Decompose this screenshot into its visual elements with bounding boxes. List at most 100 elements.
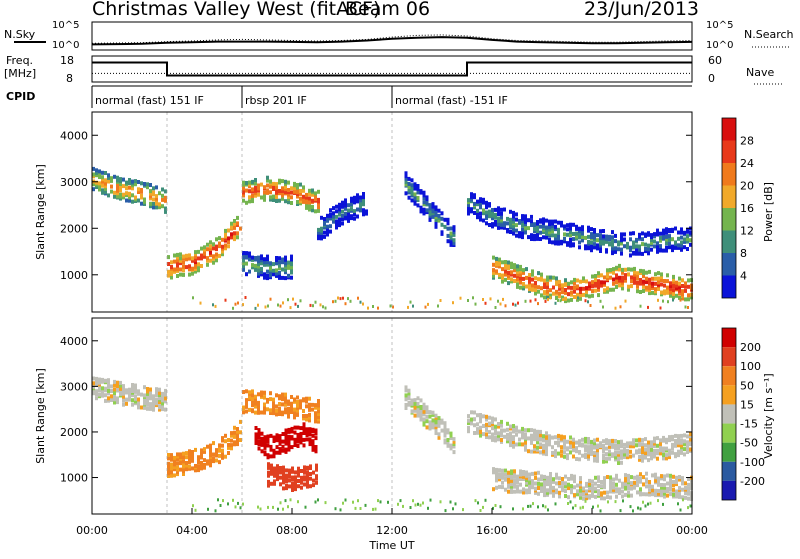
- cell-8: [669, 293, 672, 298]
- cell-7: [564, 278, 567, 283]
- cell-7: [498, 275, 501, 279]
- cell-7: [522, 487, 525, 492]
- cell-6: [545, 442, 548, 447]
- cell-7: [510, 484, 513, 489]
- cell-7: [594, 475, 597, 480]
- cell-6: [626, 444, 629, 448]
- cell-7: [540, 275, 543, 280]
- cell-6: [572, 454, 575, 459]
- cell-6: [593, 438, 596, 443]
- cell-0: [128, 181, 131, 186]
- cell-1: [239, 430, 242, 435]
- cell-8: [645, 270, 648, 275]
- cell-1: [200, 246, 203, 251]
- cell-6: [668, 438, 671, 443]
- ground-cell: [452, 301, 454, 305]
- cell-7: [648, 482, 651, 487]
- cell-7: [507, 264, 510, 269]
- cell-6: [665, 237, 668, 242]
- cell-1: [173, 465, 176, 470]
- cell-3: [260, 449, 264, 454]
- cell-1: [197, 264, 200, 269]
- cell-3: [272, 268, 275, 273]
- cell-1: [170, 453, 173, 458]
- cell-7: [627, 478, 630, 483]
- cell-6: [521, 221, 524, 226]
- cell-3: [278, 266, 281, 271]
- cell-7: [573, 477, 576, 482]
- cell-8: [627, 284, 630, 289]
- cell-5: [422, 412, 426, 417]
- cell-1: [215, 237, 218, 242]
- noise-left-tick-top: 10^5: [52, 20, 79, 31]
- cell-1: [236, 437, 239, 442]
- cell-7: [606, 475, 609, 479]
- cell-2: [251, 389, 254, 394]
- cell-5: [416, 406, 420, 411]
- cell-0: [155, 201, 158, 206]
- cell-3: [272, 435, 276, 440]
- cell-1: [224, 439, 227, 444]
- cell-4: [326, 232, 329, 237]
- cell-0: [158, 191, 161, 196]
- cell-2: [242, 186, 245, 191]
- cell-7: [639, 479, 642, 484]
- cell-7: [531, 287, 534, 292]
- cell-2: [314, 405, 317, 410]
- cell-4: [350, 202, 353, 206]
- cell-6: [674, 442, 677, 447]
- cell-6: [572, 222, 575, 227]
- cell-2: [317, 399, 320, 403]
- cell-5: [446, 438, 450, 442]
- cell-6: [473, 211, 476, 215]
- cell-5: [443, 217, 447, 222]
- cell-2: [245, 389, 248, 394]
- cell-4: [273, 481, 276, 486]
- cell-8: [594, 277, 597, 282]
- cell-8: [639, 268, 642, 273]
- cell-1: [197, 457, 200, 462]
- power-colorbar-label: Power [dB]: [762, 182, 775, 242]
- cell-7: [519, 264, 522, 269]
- cell-2: [308, 412, 311, 417]
- cell-0: [122, 184, 125, 189]
- xtick-label-1: 04:00: [176, 524, 208, 537]
- cell-7: [558, 494, 561, 499]
- cell-1: [179, 467, 182, 472]
- cell-2: [287, 180, 290, 185]
- cell-1: [173, 267, 176, 272]
- cell-1: [233, 219, 236, 223]
- cell-1: [227, 236, 230, 241]
- cell-6: [614, 446, 617, 451]
- cell-5: [434, 210, 438, 215]
- time-axis: 00:00 04:00 08:00 12:00 16:00 20:00 00:00: [76, 508, 708, 537]
- cell-0: [107, 378, 110, 383]
- cell-8: [630, 284, 633, 289]
- cell-4: [323, 230, 326, 235]
- ground-cell: [484, 498, 487, 502]
- cell-2: [305, 414, 308, 418]
- cell-8: [657, 276, 660, 281]
- cell-5: [425, 419, 429, 424]
- cell-6: [662, 448, 665, 453]
- cell-8: [660, 290, 663, 295]
- cell-2: [290, 406, 293, 411]
- cell-6: [512, 439, 515, 444]
- cell-2: [263, 407, 266, 412]
- cell-6: [608, 444, 611, 449]
- cell-7: [558, 294, 561, 299]
- cell-6: [533, 437, 536, 442]
- cell-5: [404, 406, 408, 410]
- cell-6: [563, 442, 566, 447]
- ground-cell: [192, 296, 194, 300]
- cell-5: [440, 428, 444, 433]
- cell-1: [227, 438, 230, 442]
- cell-6: [671, 442, 674, 447]
- cell-6: [617, 455, 620, 460]
- cell-8: [567, 281, 570, 286]
- cell-7: [531, 272, 534, 277]
- cell-7: [522, 474, 525, 479]
- cell-8: [645, 280, 648, 285]
- cell-6: [500, 217, 503, 222]
- cell-1: [206, 444, 209, 449]
